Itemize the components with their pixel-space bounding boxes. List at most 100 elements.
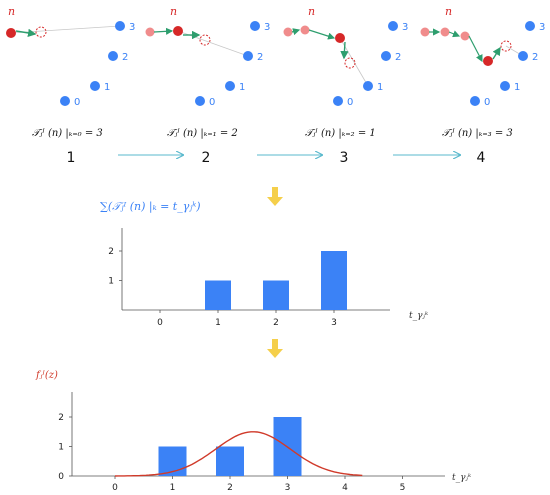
candidate-node <box>35 26 47 38</box>
node-n3 <box>525 21 535 31</box>
node-label-n2: 2 <box>122 52 128 63</box>
path-arrow <box>308 29 336 40</box>
path-arrow <box>468 35 483 63</box>
previous-node <box>460 31 470 41</box>
node-label-n0: 0 <box>209 97 215 108</box>
step-number: 3 <box>340 150 349 166</box>
node-label-n: n <box>308 5 315 18</box>
node-n3 <box>250 21 260 31</box>
move-arrow <box>340 41 349 60</box>
histogram-chart: 1 2 0 1 2 3 ∑(𝒯ⱼᴵ (n) |ₖ = t_γⱼᵏ) t_γⱼᵏ <box>100 200 429 328</box>
panel-3: n 3 2 1 0 𝒯ⱼᴵ (n) |ₖ₌₂ = 1 3 <box>283 5 408 166</box>
node-n0 <box>195 96 205 106</box>
x-tick-label: 3 <box>331 318 337 328</box>
node-n1 <box>225 81 235 91</box>
panel-2: n 3 2 1 0 𝒯ⱼᴵ (n) |ₖ₌₁ = 2 2 <box>145 5 270 166</box>
candidate-node <box>500 40 512 52</box>
density-curve <box>114 431 363 477</box>
path-arrow <box>291 28 301 36</box>
path-arrow <box>153 27 174 35</box>
down-arrow-2 <box>267 339 283 358</box>
node-label-n2: 2 <box>532 52 538 63</box>
x-tick-label: 3 <box>285 483 291 493</box>
node-n3 <box>115 21 125 31</box>
node-label-n1: 1 <box>239 82 245 93</box>
bar-2 <box>263 280 289 310</box>
candidate-node <box>344 57 356 69</box>
node-label-n1: 1 <box>514 82 520 93</box>
bar-2 <box>216 446 244 476</box>
move-arrow <box>15 28 37 38</box>
node-n2 <box>108 51 118 61</box>
node-n0 <box>333 96 343 106</box>
node-label-n: n <box>445 5 452 18</box>
bar-1 <box>205 280 231 310</box>
node-label-n0: 0 <box>74 97 80 108</box>
node-label-n0: 0 <box>484 97 490 108</box>
x-tick-label: 0 <box>112 483 118 493</box>
x-tick-label: 5 <box>400 483 406 493</box>
node-n1 <box>500 81 510 91</box>
previous-node <box>300 25 310 35</box>
step-number: 1 <box>67 150 76 166</box>
node-n0 <box>470 96 480 106</box>
x-axis-label: t_γⱼᵏ <box>452 473 472 483</box>
current-node <box>483 56 493 66</box>
tau-label: 𝒯ⱼᴵ (n) |ₖ₌₀ = 3 <box>32 128 103 139</box>
x-tick-label: 4 <box>342 483 348 493</box>
node-label-n3: 3 <box>264 22 270 33</box>
y-axis-label: fⱼᴵ(z) <box>35 370 58 381</box>
tau-label: 𝒯ⱼᴵ (n) |ₖ₌₃ = 3 <box>442 128 513 139</box>
candidate-node <box>199 34 211 46</box>
move-arrow <box>492 46 501 60</box>
current-node <box>335 33 345 43</box>
node-label-n3: 3 <box>539 22 545 33</box>
node-n2 <box>381 51 391 61</box>
y-tick-label: 2 <box>108 247 114 257</box>
down-arrow-1 <box>267 187 283 206</box>
node-n2 <box>518 51 528 61</box>
distribution-chart: 0 1 2 0 1 2 3 4 5 fⱼᴵ(z) t_γⱼᵏ <box>35 370 472 493</box>
current-node <box>173 26 183 36</box>
x-tick-label: 2 <box>227 483 233 493</box>
previous-node <box>420 27 430 37</box>
panel-4: n 3 2 1 0 𝒯ⱼᴵ (n) |ₖ₌₃ = 3 4 <box>420 5 545 166</box>
node-n1 <box>363 81 373 91</box>
step-number: 4 <box>477 150 486 166</box>
x-tick-label: 1 <box>215 318 221 328</box>
node-label-n2: 2 <box>257 52 263 63</box>
y-axis-label: ∑(𝒯ⱼᴵ (n) |ₖ = t_γⱼᵏ) <box>100 200 201 214</box>
x-tick-label: 0 <box>157 318 163 328</box>
node-n2 <box>243 51 253 61</box>
node-label-n3: 3 <box>402 22 408 33</box>
node-n3 <box>388 21 398 31</box>
node-label-n1: 1 <box>104 82 110 93</box>
previous-node <box>145 27 155 37</box>
x-tick-label: 1 <box>170 483 176 493</box>
node-n0 <box>60 96 70 106</box>
y-tick-label: 2 <box>58 413 64 423</box>
x-tick-label: 2 <box>273 318 279 328</box>
panel-1: n 3 2 1 0 𝒯ⱼᴵ (n) |ₖ₌₀ = 3 1 <box>6 5 135 166</box>
y-tick-label: 0 <box>58 472 64 482</box>
node-label-n: n <box>170 5 177 18</box>
path-arrow <box>448 30 461 38</box>
node-label-n: n <box>8 5 15 18</box>
node-label-n1: 1 <box>377 82 383 93</box>
current-node <box>6 28 16 38</box>
down-arrows <box>267 187 283 358</box>
connection-line <box>10 25 121 34</box>
x-axis-label: t_γⱼᵏ <box>409 311 429 321</box>
node-n1 <box>90 81 100 91</box>
node-label-n2: 2 <box>395 52 401 63</box>
y-tick-label: 1 <box>108 277 114 287</box>
node-label-n3: 3 <box>129 22 135 33</box>
previous-node <box>440 27 450 37</box>
tau-label: 𝒯ⱼᴵ (n) |ₖ₌₂ = 1 <box>305 128 376 139</box>
bar-3 <box>321 251 347 310</box>
node-label-n0: 0 <box>347 97 353 108</box>
step-number: 2 <box>202 150 211 166</box>
y-tick-label: 1 <box>58 443 64 453</box>
tau-label: 𝒯ⱼᴵ (n) |ₖ₌₁ = 2 <box>167 128 238 139</box>
